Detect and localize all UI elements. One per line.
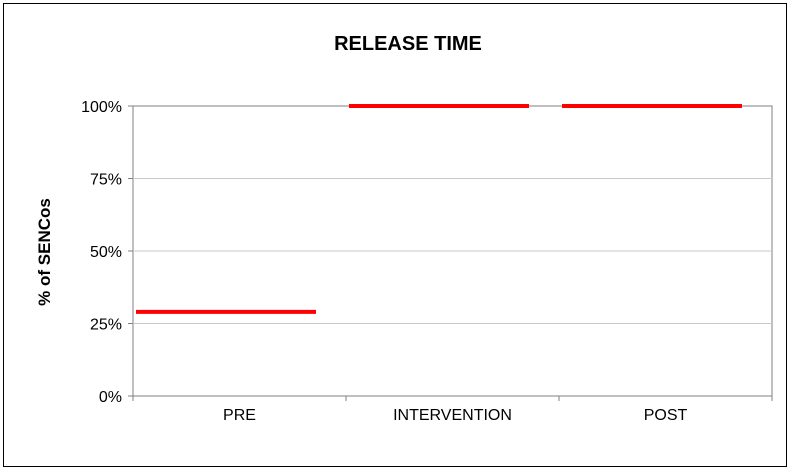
y-tick-label: 75% — [90, 172, 122, 189]
chart-title: RELEASE TIME — [334, 33, 482, 55]
y-axis-title: % of SENCos — [35, 198, 54, 306]
y-tick-label: 25% — [90, 317, 122, 334]
chart-frame — [3, 3, 787, 467]
x-axis-ticks: PRE INTERVENTION POST — [223, 407, 687, 424]
y-tick-label: 100% — [81, 99, 122, 116]
y-tick-label: 50% — [90, 244, 122, 261]
y-tick-label: 0% — [99, 389, 122, 406]
x-tick-label: PRE — [223, 407, 256, 424]
plot-grid — [128, 105, 773, 401]
x-tick-label: POST — [644, 407, 688, 424]
y-axis-ticks: 0% 25% 50% 75% 100% — [81, 99, 122, 406]
plot-series — [136, 104, 742, 314]
x-tick-label: INTERVENTION — [393, 407, 512, 424]
